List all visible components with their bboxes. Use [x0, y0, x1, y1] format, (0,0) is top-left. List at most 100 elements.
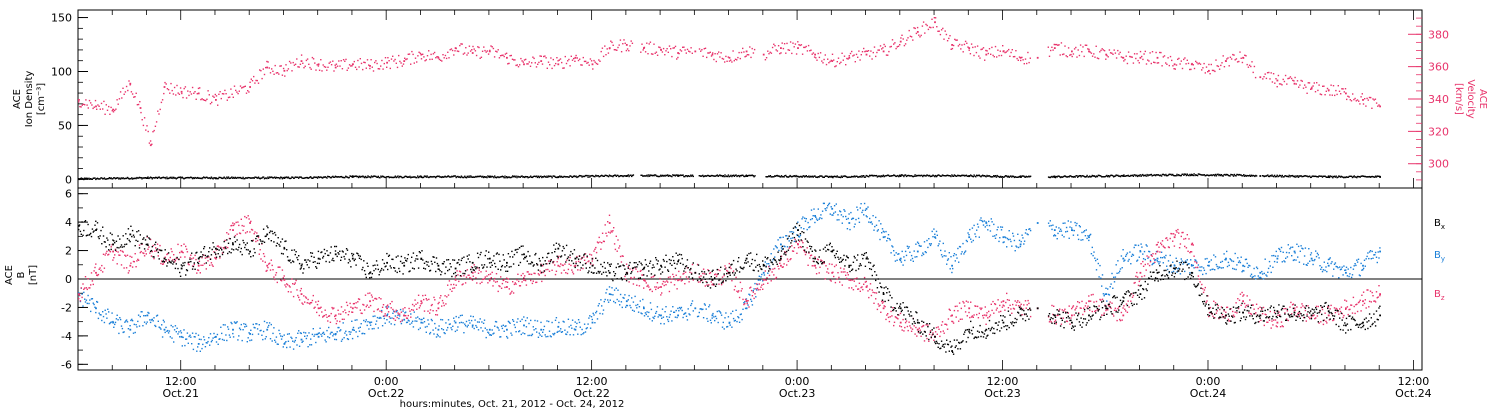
data-point: [329, 61, 332, 63]
data-point: [477, 329, 480, 331]
data-point: [1023, 63, 1025, 65]
data-point: [1266, 72, 1269, 74]
data-point: [682, 273, 684, 275]
data-point: [147, 248, 149, 250]
data-point: [376, 316, 379, 319]
data-point: [1238, 60, 1240, 63]
data-point: [88, 99, 91, 102]
data-point: [1248, 175, 1250, 177]
data-point: [300, 60, 303, 62]
data-point: [883, 175, 885, 178]
data-point: [96, 177, 99, 179]
data-point: [890, 45, 892, 48]
data-point: [101, 177, 103, 179]
data-point: [435, 336, 438, 338]
data-point: [212, 337, 214, 339]
data-point: [556, 331, 558, 333]
data-point: [656, 282, 659, 284]
data-point: [825, 63, 828, 66]
data-point: [1053, 229, 1056, 231]
data-point: [93, 303, 95, 306]
data-point: [485, 176, 487, 178]
data-point: [201, 98, 203, 100]
data-point: [545, 57, 547, 59]
data-point: [92, 107, 94, 110]
data-point: [613, 243, 616, 245]
data-point: [319, 307, 321, 309]
data-point: [399, 320, 402, 323]
data-point: [223, 339, 225, 341]
data-point: [618, 247, 620, 249]
data-point: [551, 269, 553, 271]
data-point: [96, 300, 98, 303]
data-point: [300, 176, 302, 178]
data-point: [710, 322, 712, 324]
data-point: [219, 91, 221, 93]
data-point: [662, 175, 665, 177]
data-point: [217, 177, 219, 180]
data-point: [370, 59, 372, 61]
data-point: [460, 175, 463, 177]
data-point: [603, 300, 605, 303]
data-point: [1000, 175, 1002, 178]
y-axis-label-left: ACEB[nT]: [4, 265, 39, 285]
data-point: [387, 175, 390, 178]
data-point: [118, 178, 120, 180]
data-point: [309, 344, 311, 346]
data-point: [1248, 64, 1251, 66]
data-point: [136, 326, 138, 328]
data-point: [800, 227, 802, 229]
data-point: [199, 272, 201, 274]
data-point: [423, 56, 425, 58]
data-point: [900, 37, 902, 39]
data-point: [1142, 173, 1144, 176]
data-point: [1105, 175, 1107, 177]
data-point: [662, 280, 665, 283]
data-point: [976, 175, 979, 177]
data-point: [754, 282, 756, 285]
data-point: [1100, 277, 1102, 279]
data-point: [692, 175, 694, 178]
data-point: [354, 319, 356, 321]
data-point: [1184, 270, 1186, 273]
data-point: [279, 333, 281, 335]
data-point: [127, 272, 130, 274]
data-point: [1235, 268, 1237, 271]
data-point: [1011, 245, 1013, 247]
data-point: [286, 346, 288, 349]
data-point: [573, 57, 575, 60]
data-point: [994, 237, 997, 239]
data-point: [1229, 258, 1231, 260]
data-point: [500, 276, 502, 278]
data-point: [147, 130, 149, 133]
data-point: [775, 175, 778, 177]
data-point: [122, 251, 124, 253]
data-point: [479, 318, 481, 320]
data-point: [631, 269, 634, 271]
data-point: [1057, 232, 1059, 235]
data-point: [256, 177, 259, 179]
data-point: [503, 177, 505, 179]
data-point: [516, 279, 518, 281]
data-point: [624, 275, 626, 278]
data-point: [225, 334, 227, 336]
data-point: [1122, 257, 1125, 260]
y-tick-label-left: 100: [51, 65, 72, 78]
data-point: [178, 93, 181, 95]
data-point: [664, 54, 666, 56]
data-point: [144, 315, 147, 317]
data-point: [916, 175, 919, 177]
data-point: [722, 58, 725, 60]
data-point: [335, 338, 338, 341]
data-point: [794, 43, 797, 45]
data-point: [638, 285, 641, 287]
data-point: [1275, 78, 1277, 80]
data-point: [1367, 99, 1369, 101]
data-point: [461, 43, 463, 45]
data-point: [1315, 175, 1318, 178]
data-point: [250, 177, 252, 179]
data-point: [1236, 61, 1239, 63]
data-point: [444, 332, 446, 335]
data-point: [942, 27, 944, 30]
data-point: [1197, 264, 1200, 266]
